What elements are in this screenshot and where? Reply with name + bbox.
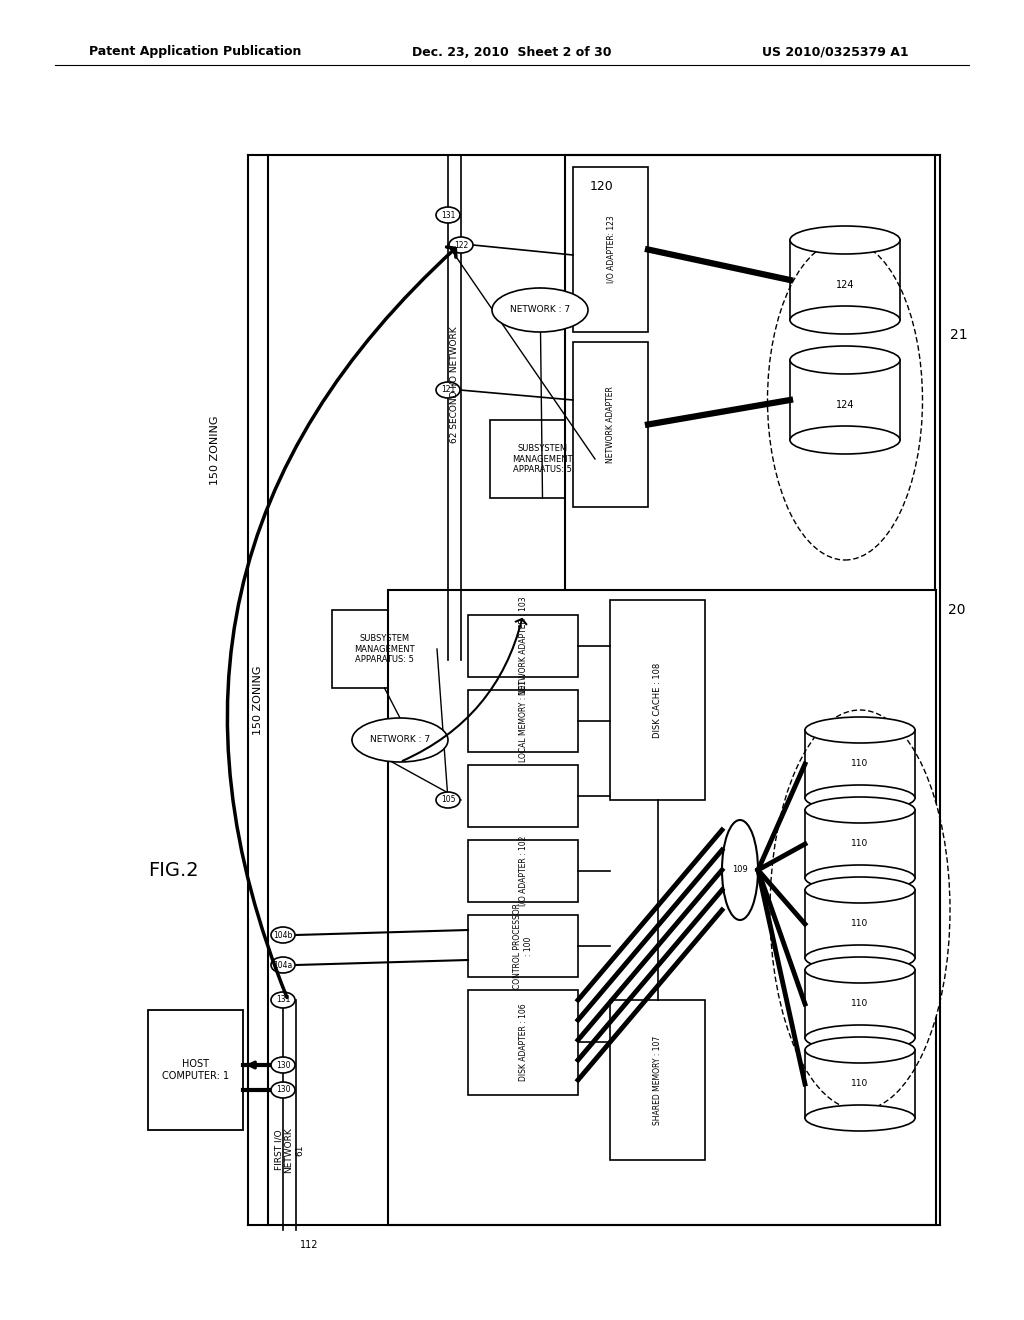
Text: 130: 130 (275, 1085, 290, 1094)
Text: 124: 124 (836, 280, 854, 290)
Text: Dec. 23, 2010  Sheet 2 of 30: Dec. 23, 2010 Sheet 2 of 30 (413, 45, 611, 58)
Ellipse shape (449, 238, 473, 253)
Text: 130: 130 (275, 1060, 290, 1069)
Text: LOCAL MEMORY : 101: LOCAL MEMORY : 101 (518, 680, 527, 762)
Ellipse shape (271, 927, 295, 942)
Text: I/O ADAPTER : 102: I/O ADAPTER : 102 (518, 836, 527, 907)
Bar (468, 990, 578, 1096)
Ellipse shape (271, 1057, 295, 1073)
Text: FIRST I/O
NETWORK
61: FIRST I/O NETWORK 61 (274, 1127, 304, 1173)
Ellipse shape (805, 957, 915, 983)
Ellipse shape (790, 426, 900, 454)
Ellipse shape (805, 1105, 915, 1131)
Bar (610, 601, 705, 800)
Ellipse shape (805, 1038, 915, 1063)
Ellipse shape (790, 306, 900, 334)
Bar (468, 915, 578, 977)
Text: SUBSYSTEM
MANAGEMENT
APPARATUS: 5: SUBSYSTEM MANAGEMENT APPARATUS: 5 (354, 634, 415, 664)
Bar (468, 840, 578, 902)
Bar (490, 420, 595, 498)
Ellipse shape (492, 288, 588, 333)
Text: 110: 110 (851, 1080, 868, 1089)
Bar (573, 342, 648, 507)
Ellipse shape (805, 785, 915, 810)
Bar (565, 154, 935, 595)
Text: 150 ZONING: 150 ZONING (253, 665, 263, 735)
Bar (610, 1001, 705, 1160)
Text: 110: 110 (851, 759, 868, 768)
Ellipse shape (436, 207, 460, 223)
Text: NETWORK : 7: NETWORK : 7 (510, 305, 570, 314)
Ellipse shape (436, 792, 460, 808)
Text: CONTROL PROCESSOR
: 100: CONTROL PROCESSOR : 100 (513, 903, 532, 989)
Ellipse shape (352, 718, 449, 762)
Text: NETWORK ADAPTER : 103: NETWORK ADAPTER : 103 (518, 597, 527, 696)
Text: 124: 124 (836, 400, 854, 411)
Ellipse shape (722, 820, 758, 920)
Ellipse shape (805, 876, 915, 903)
Text: 105: 105 (440, 796, 456, 804)
Bar (332, 610, 437, 688)
Text: DISK CACHE : 108: DISK CACHE : 108 (653, 663, 662, 738)
Text: 150 ZONING: 150 ZONING (210, 416, 220, 484)
Text: HOST
COMPUTER: 1: HOST COMPUTER: 1 (162, 1059, 229, 1081)
Text: 131: 131 (275, 995, 290, 1005)
Text: 112: 112 (300, 1239, 318, 1250)
Text: US 2010/0325379 A1: US 2010/0325379 A1 (762, 45, 908, 58)
Ellipse shape (805, 945, 915, 972)
Bar (468, 615, 578, 677)
Text: 109: 109 (732, 866, 748, 874)
Text: DISK ADAPTER : 106: DISK ADAPTER : 106 (518, 1003, 527, 1081)
Text: 104b: 104b (273, 931, 293, 940)
Ellipse shape (805, 717, 915, 743)
Ellipse shape (805, 865, 915, 891)
Text: 110: 110 (851, 920, 868, 928)
Text: 131: 131 (440, 210, 456, 219)
Text: 110: 110 (851, 999, 868, 1008)
Text: 120: 120 (590, 180, 613, 193)
Ellipse shape (805, 797, 915, 822)
Text: 121: 121 (441, 385, 455, 395)
Ellipse shape (271, 993, 295, 1008)
Bar (573, 168, 648, 333)
Bar (148, 1010, 243, 1130)
Ellipse shape (790, 346, 900, 374)
Text: 20: 20 (948, 603, 966, 616)
Ellipse shape (271, 1082, 295, 1098)
Text: 104a: 104a (273, 961, 293, 969)
Ellipse shape (436, 381, 460, 399)
Text: 110: 110 (851, 840, 868, 849)
Ellipse shape (790, 226, 900, 253)
Text: NETWORK ADAPTER: NETWORK ADAPTER (606, 385, 615, 463)
Text: SUBSYSTEM
MANAGEMENT
APPARATUS: 5: SUBSYSTEM MANAGEMENT APPARATUS: 5 (512, 444, 572, 474)
Ellipse shape (768, 240, 923, 560)
Bar (468, 690, 578, 752)
Ellipse shape (805, 1026, 915, 1051)
Ellipse shape (770, 710, 950, 1110)
Text: 122: 122 (454, 240, 468, 249)
Text: FIG.2: FIG.2 (148, 861, 199, 879)
Text: SHARED MEMORY : 107: SHARED MEMORY : 107 (653, 1035, 662, 1125)
Bar (388, 590, 936, 1225)
Text: 21: 21 (950, 327, 968, 342)
Text: I/O ADAPTER: 123: I/O ADAPTER: 123 (606, 215, 615, 284)
Text: Patent Application Publication: Patent Application Publication (89, 45, 301, 58)
Text: NETWORK : 7: NETWORK : 7 (370, 735, 430, 744)
Ellipse shape (271, 957, 295, 973)
Text: 62 SECOND I/O NETWORK: 62 SECOND I/O NETWORK (450, 326, 459, 444)
Bar (468, 766, 578, 828)
